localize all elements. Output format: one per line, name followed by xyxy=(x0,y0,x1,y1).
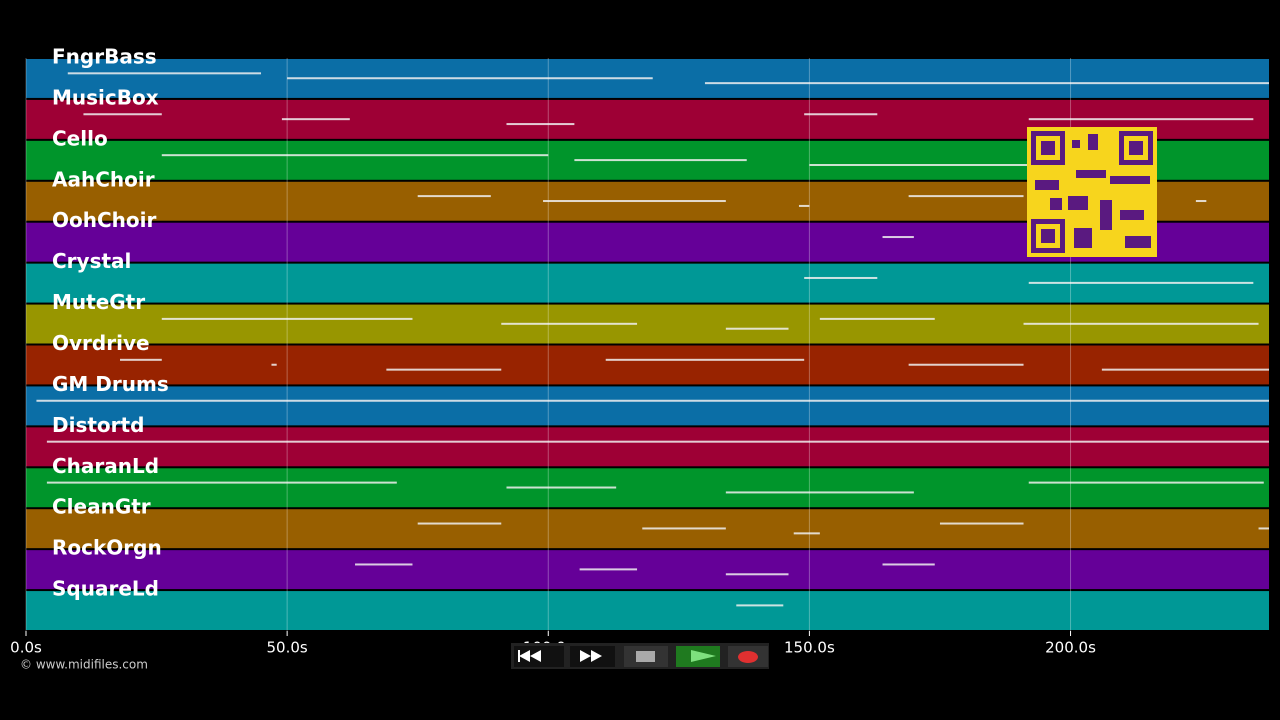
note-run xyxy=(281,118,350,121)
note-run xyxy=(161,317,413,320)
qr-code xyxy=(1027,127,1157,257)
note-run xyxy=(1258,527,1269,530)
tick-label: 0.0s xyxy=(10,639,42,657)
track-band xyxy=(26,427,1269,467)
note-run xyxy=(1028,481,1264,484)
note-run xyxy=(1023,322,1259,325)
note-run xyxy=(642,527,726,530)
track-band xyxy=(26,550,1269,590)
note-run xyxy=(271,363,277,366)
track-band xyxy=(26,386,1269,426)
note-run xyxy=(83,113,162,116)
note-run xyxy=(882,236,914,239)
note-run xyxy=(908,195,1024,198)
tick-label: 150.0s xyxy=(784,639,835,657)
track-name: Distortd xyxy=(52,413,144,437)
track-name: CleanGtr xyxy=(52,495,151,519)
note-run xyxy=(579,568,638,571)
note-run xyxy=(798,204,810,207)
note-run xyxy=(736,604,784,607)
note-run xyxy=(506,486,617,489)
note-run xyxy=(605,358,805,361)
note-run xyxy=(501,322,638,325)
note-run xyxy=(804,276,878,279)
note-run xyxy=(804,113,878,116)
rewind-button[interactable] xyxy=(514,646,564,667)
record-button[interactable] xyxy=(728,646,768,667)
track-name: RockOrgn xyxy=(52,536,162,560)
track-name: GM Drums xyxy=(52,372,169,396)
note-run xyxy=(46,481,397,484)
transport-controls xyxy=(511,643,769,669)
note-run xyxy=(1195,200,1207,203)
note-run xyxy=(819,317,935,320)
note-run xyxy=(725,573,789,576)
track-name: MusicBox xyxy=(52,85,159,109)
note-run xyxy=(67,72,262,75)
track-name: MuteGtr xyxy=(52,290,145,314)
note-run xyxy=(287,77,653,80)
note-run xyxy=(1101,368,1269,371)
track-name: Crystal xyxy=(52,249,131,273)
note-run xyxy=(793,532,820,535)
notes xyxy=(36,72,1270,607)
credit: © www.midifiles.com xyxy=(20,658,148,672)
fast-forward-button[interactable] xyxy=(570,646,615,667)
track-name: SquareLd xyxy=(52,577,159,601)
note-run xyxy=(417,195,491,198)
note-run xyxy=(939,522,1024,525)
tick-label: 200.0s xyxy=(1045,639,1096,657)
note-run xyxy=(574,159,747,162)
note-run xyxy=(809,164,1029,167)
note-run xyxy=(1028,118,1254,121)
note-run xyxy=(36,399,1269,402)
track-name: CharanLd xyxy=(52,454,159,478)
note-run xyxy=(120,358,162,361)
note-run xyxy=(161,154,549,157)
track-band xyxy=(26,468,1269,508)
note-run xyxy=(506,123,575,126)
play-button[interactable] xyxy=(676,646,720,667)
note-run xyxy=(1028,281,1254,284)
track-name: FngrBass xyxy=(52,45,157,69)
note-run xyxy=(704,82,1269,85)
note-run xyxy=(46,440,1270,443)
track-name: Cello xyxy=(52,126,108,150)
note-run xyxy=(725,327,789,330)
note-run xyxy=(908,363,1024,366)
note-run xyxy=(543,200,726,203)
note-run xyxy=(417,522,502,525)
track-name: Ovrdrive xyxy=(52,331,150,355)
note-run xyxy=(882,563,935,566)
track-labels: FngrBass MusicBox Cello AahChoir OohChoir Cry… xyxy=(52,45,169,601)
track-band xyxy=(26,591,1269,630)
note-run xyxy=(386,368,502,371)
note-run xyxy=(725,491,914,494)
tick-label: 50.0s xyxy=(267,639,308,657)
track-name: OohChoir xyxy=(52,208,156,232)
stop-button[interactable] xyxy=(624,646,668,667)
track-band xyxy=(26,345,1269,385)
track-name: AahChoir xyxy=(52,167,155,191)
note-run xyxy=(355,563,413,566)
